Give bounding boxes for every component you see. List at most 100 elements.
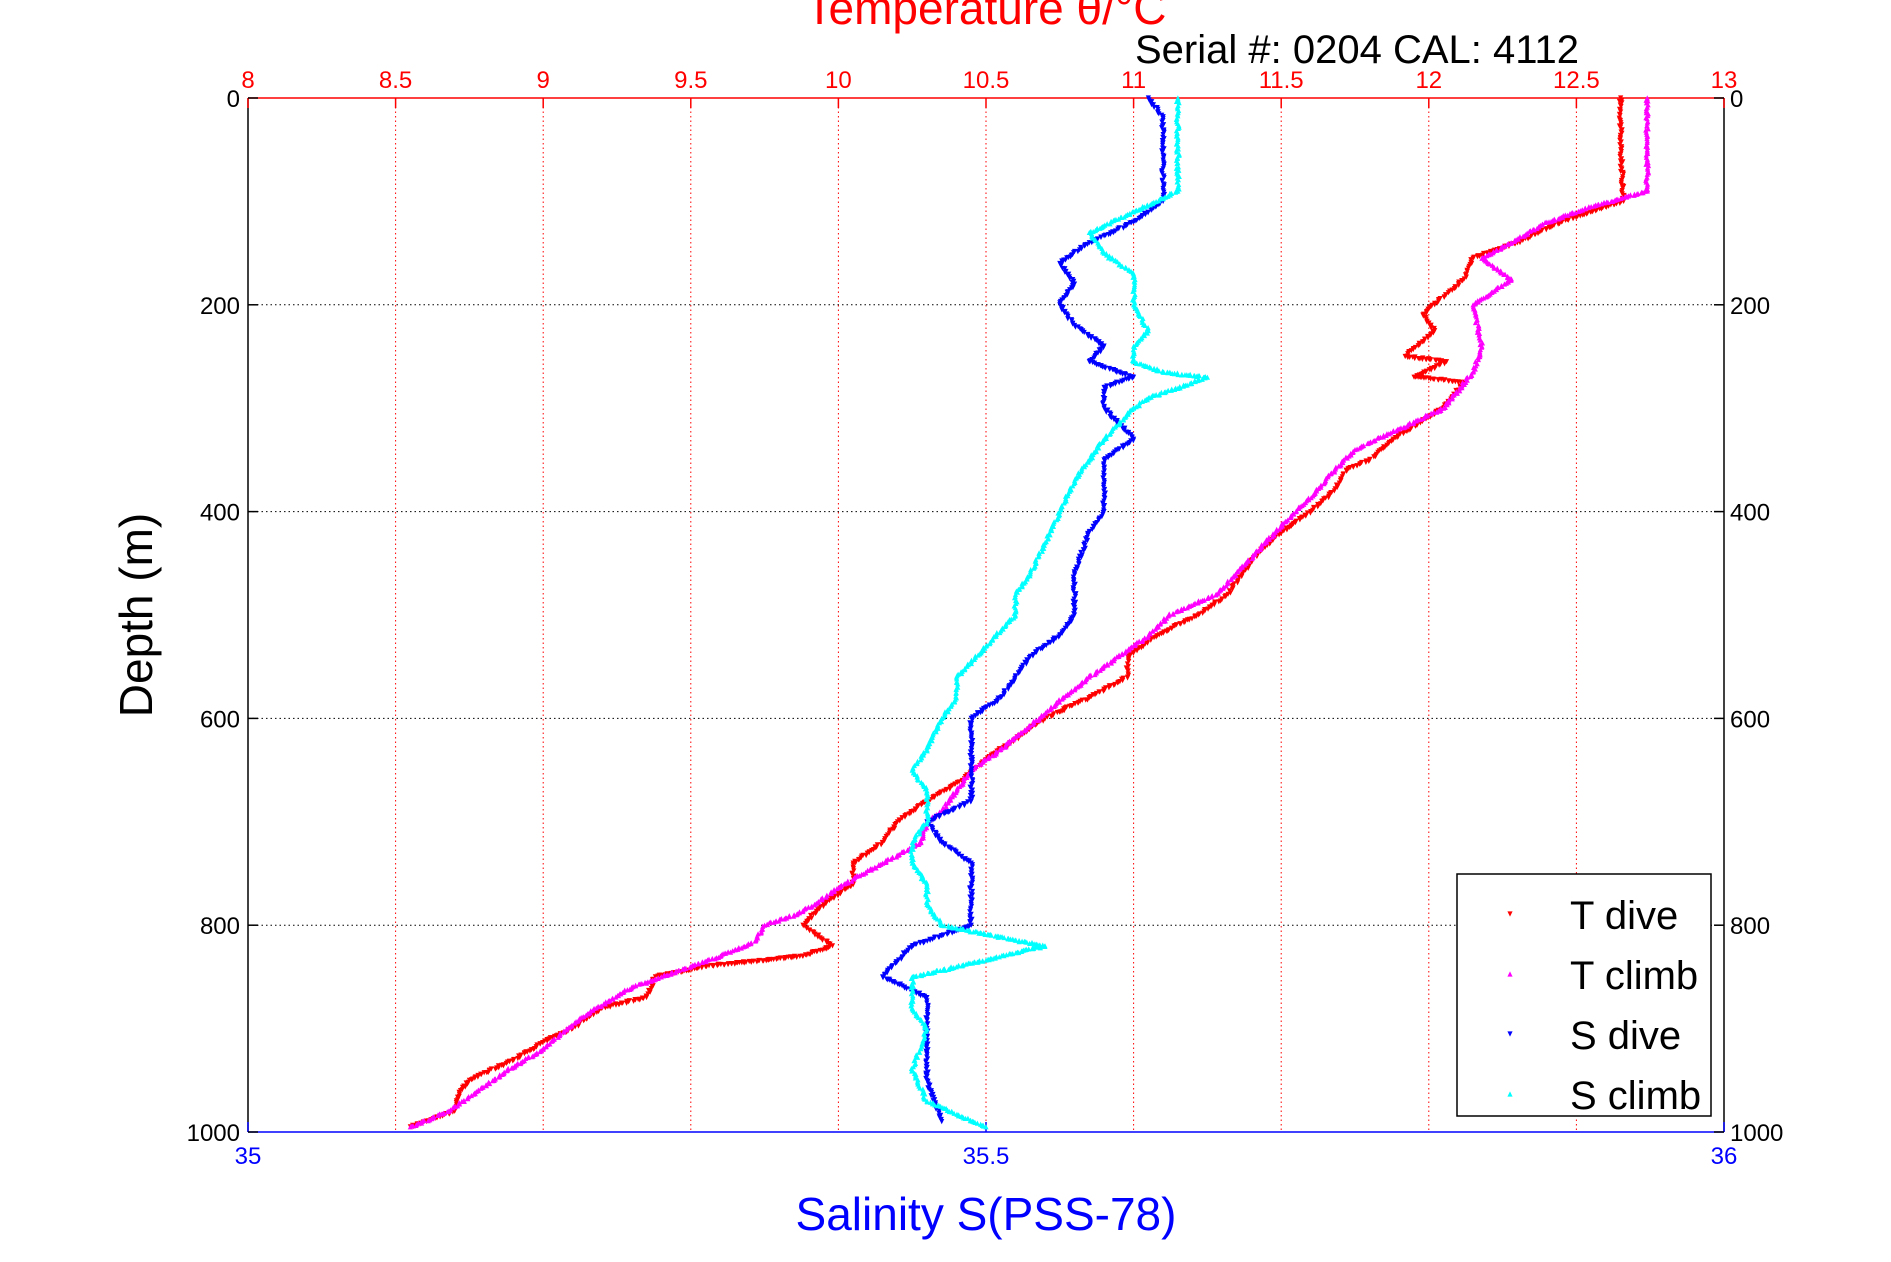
trace-marker	[1575, 208, 1581, 214]
trace-marker	[956, 804, 962, 810]
trace-marker	[929, 734, 935, 741]
trace-marker	[983, 957, 989, 963]
trace-marker	[1160, 132, 1166, 138]
trace-marker	[1644, 135, 1650, 142]
series-s-climb	[908, 95, 1210, 1130]
trace-marker	[1410, 420, 1417, 427]
trace-marker	[492, 1066, 498, 1072]
trace-marker	[1019, 584, 1025, 590]
legend: T dive T climb S dive S climb	[1456, 873, 1712, 1118]
trace-marker	[1156, 368, 1162, 374]
trace-marker	[1132, 218, 1138, 224]
trace-marker	[958, 670, 965, 677]
trace-marker	[1449, 392, 1456, 398]
trace-marker	[1161, 369, 1167, 375]
trace-marker	[965, 1115, 971, 1121]
trace-marker	[951, 1110, 957, 1116]
chart-title: Temperature θ/°C	[805, 0, 1167, 34]
trace-marker	[910, 994, 916, 1000]
trace-marker	[925, 1041, 931, 1047]
trace-marker	[1321, 481, 1327, 487]
right-tick-label: 600	[1730, 706, 1770, 733]
trace-marker	[1357, 461, 1363, 467]
trace-marker	[926, 1086, 932, 1092]
trace-marker	[819, 937, 826, 943]
trace-marker	[1039, 548, 1045, 554]
trace-marker	[925, 888, 931, 895]
trace-marker	[937, 838, 943, 845]
trace-marker	[709, 956, 716, 962]
trace-marker	[1441, 294, 1447, 300]
trace-marker	[1172, 189, 1179, 195]
trace-marker	[1426, 367, 1432, 373]
trace-marker	[1127, 220, 1133, 226]
trace-marker	[1072, 701, 1078, 707]
trace-marker	[962, 667, 968, 673]
trace-marker	[1072, 476, 1078, 482]
trace-marker	[924, 748, 930, 754]
trace-marker	[1081, 329, 1087, 336]
trace-marker	[1332, 486, 1338, 492]
trace-marker	[884, 970, 890, 976]
trace-marker	[1475, 327, 1481, 333]
trace-marker	[1494, 247, 1500, 253]
trace-marker	[1011, 610, 1017, 616]
trace-marker	[924, 1099, 930, 1105]
top-tick-label: 10.5	[963, 67, 1010, 94]
trace-marker	[1474, 254, 1481, 260]
trace-marker	[1059, 696, 1065, 702]
trace-marker	[1099, 514, 1105, 520]
trace-marker	[1202, 375, 1208, 381]
trace-marker	[547, 1035, 553, 1041]
trace-marker	[1065, 316, 1071, 322]
trace-marker	[966, 859, 972, 865]
trace-marker	[1100, 475, 1106, 481]
trace-marker	[1103, 435, 1109, 442]
trace-marker	[834, 885, 840, 892]
trace-marker	[1002, 623, 1008, 629]
trace-marker	[968, 734, 974, 740]
trace-marker	[1168, 625, 1175, 632]
trace-marker	[968, 774, 974, 780]
trace-marker	[1058, 506, 1064, 513]
legend-label: S climb	[1570, 1074, 1701, 1118]
trace-marker	[1160, 114, 1166, 120]
trace-marker	[444, 1109, 450, 1115]
left-tick-label: 1000	[187, 1120, 240, 1147]
trace-marker	[1475, 354, 1481, 361]
trace-marker	[1415, 343, 1421, 349]
trace-marker	[976, 761, 982, 767]
trace-marker	[459, 1087, 465, 1093]
trace-marker	[1304, 510, 1311, 516]
trace-marker	[941, 811, 947, 817]
trace-marker	[1499, 283, 1505, 290]
trace-marker	[1137, 313, 1143, 319]
left-tick-label: 600	[200, 706, 240, 733]
right-tick-label: 0	[1730, 86, 1743, 113]
trace-marker	[1543, 227, 1549, 233]
trace-marker	[1501, 281, 1508, 287]
trace-marker	[758, 930, 764, 936]
trace-marker	[1120, 417, 1127, 423]
trace-marker	[940, 966, 946, 973]
top-tick-label: 11	[1121, 67, 1146, 94]
trace-marker	[905, 847, 911, 853]
trace-marker	[1476, 332, 1482, 338]
trace-marker	[1062, 269, 1068, 275]
trace-marker	[922, 786, 928, 792]
trace-marker	[1081, 547, 1087, 554]
trace-marker	[1542, 219, 1548, 225]
trace-marker	[1051, 703, 1057, 709]
trace-marker	[1047, 707, 1053, 713]
trace-marker	[1173, 165, 1179, 171]
trace-marker	[660, 973, 667, 979]
trace-marker	[1072, 687, 1078, 693]
trace-marker	[869, 847, 875, 854]
trace-marker	[1031, 565, 1037, 571]
trace-marker	[781, 956, 787, 962]
trace-marker	[955, 851, 961, 857]
left-tick-label: 800	[200, 913, 240, 940]
trace-marker	[968, 781, 975, 788]
trace-marker	[980, 1122, 986, 1129]
trace-marker	[1471, 368, 1477, 374]
